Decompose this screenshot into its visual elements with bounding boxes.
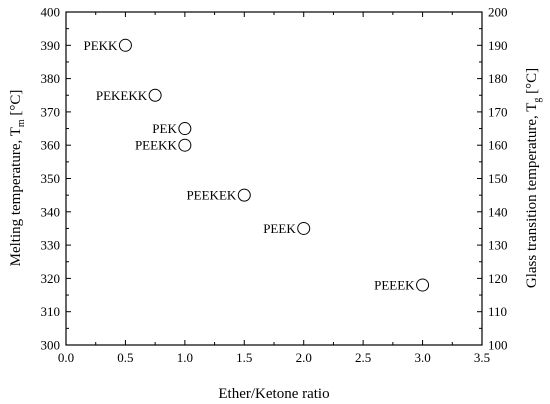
data-point-label: PEEK — [263, 221, 296, 236]
y-right-tick-label: 130 — [488, 238, 508, 253]
data-point-marker — [118, 38, 132, 52]
data-point-label: PEEKEK — [186, 188, 236, 203]
data-point-marker — [178, 122, 192, 136]
y-left-tick-label: 320 — [41, 271, 61, 286]
y-left-label-sub: m — [16, 119, 27, 127]
y-left-tick-label: 330 — [41, 238, 61, 253]
y-right-tick-label: 150 — [488, 171, 508, 186]
y-right-axis-label: Glass transition temperature, Tg [°C] — [524, 68, 543, 288]
y-right-label-main: Glass transition temperature, T — [524, 103, 540, 289]
y-left-label-unit: [°C] — [8, 90, 24, 120]
y-left-tick-label: 380 — [41, 71, 61, 86]
data-point-marker — [178, 138, 192, 152]
y-left-tick-label: 340 — [41, 204, 61, 219]
data-point-marker — [297, 221, 311, 235]
data-point-label: PEKEKK — [96, 88, 148, 103]
data-points: PEKK PEKEKK PEK PEEKK PEEKEK PEEK PEEEK — [83, 38, 430, 293]
x-tick-label: 3.5 — [474, 350, 490, 365]
y-left-tick-label: 360 — [41, 138, 61, 153]
y-left-tick-label: 300 — [41, 338, 61, 353]
y-right-tick-label: 140 — [488, 204, 508, 219]
y-left-tick-label: 350 — [41, 171, 61, 186]
x-tick-label: 3.0 — [414, 350, 430, 365]
y-right-tick-label: 200 — [488, 5, 508, 20]
y-right-tick-label: 110 — [488, 304, 507, 319]
x-tick-label: 1.0 — [177, 350, 193, 365]
x-tick-label: 2.5 — [355, 350, 371, 365]
data-point-label: PEK — [152, 121, 177, 136]
x-tick-label: 2.0 — [296, 350, 312, 365]
y-left-tick-label: 400 — [41, 5, 61, 20]
y-right-tick-label: 180 — [488, 71, 508, 86]
data-point-label: PEEKK — [135, 138, 178, 153]
y-left-tick-label: 310 — [41, 304, 61, 319]
tick-labels: 0.0 0.5 1.0 1.5 2.0 2.5 3.0 3.5 300 310 320 330 340 3… — [41, 5, 508, 366]
x-tick-label: 1.5 — [236, 350, 252, 365]
x-axis-label: Ether/Ketone ratio — [218, 386, 329, 402]
data-point-marker — [148, 88, 162, 102]
y-right-label-unit: [°C] — [524, 68, 540, 98]
y-right-label-sub: g — [532, 98, 543, 103]
data-point-label: PEEEK — [374, 278, 415, 293]
y-right-tick-label: 170 — [488, 104, 508, 119]
y-left-label-main: Melting temperature, T — [8, 127, 24, 266]
ticks — [65, 11, 483, 346]
y-right-tick-label: 190 — [488, 38, 508, 53]
y-right-tick-label: 100 — [488, 338, 508, 353]
x-tick-label: 0.0 — [58, 350, 74, 365]
y-right-tick-label: 120 — [488, 271, 508, 286]
x-tick-label: 0.5 — [117, 350, 133, 365]
data-point-label: PEKK — [83, 38, 118, 53]
y-right-tick-label: 160 — [488, 138, 508, 153]
plot-frame — [65, 11, 483, 346]
data-point-marker — [416, 278, 430, 292]
y-left-tick-label: 370 — [41, 104, 61, 119]
data-point-marker — [237, 188, 251, 202]
y-left-axis-label: Melting temperature, Tm [°C] — [8, 90, 27, 267]
y-left-tick-label: 390 — [41, 38, 61, 53]
